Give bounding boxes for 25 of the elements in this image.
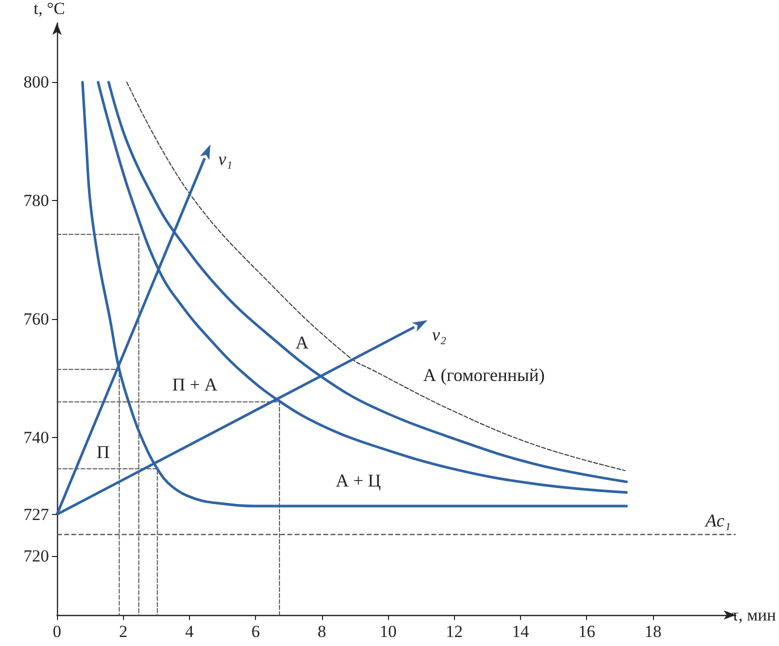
annotation: А [296,332,309,353]
x-tick-label: 2 [118,622,128,641]
annotation: v₁ [218,149,232,170]
annotation: П + А [172,374,218,395]
x-tick-label: 18 [644,622,662,641]
y-tick-label: 727 [24,504,50,524]
x-tick-label: 12 [446,622,463,641]
x-tick-label: 10 [380,622,397,641]
y-tick-label: 760 [24,310,49,328]
x-tick-label: 14 [512,622,530,641]
x-tick-label: 4 [185,622,194,641]
y-tick-label: 800 [24,72,49,92]
annotation: А (гомогенный) [423,365,545,386]
annotation: v₂ [432,324,446,344]
y-tick-label: 740 [24,428,49,447]
x-tick-label: 16 [578,622,596,641]
annotation: П [96,442,110,462]
y-axis-title: t, °C [34,0,65,18]
x-tick-label: 0 [52,622,62,641]
y-tick-label: 780 [24,191,49,210]
y-tick-label: 720 [24,546,49,566]
x-tick-label: 8 [318,622,326,641]
annotation: А + Ц [336,470,381,491]
x-tick-label: 6 [251,622,260,641]
ref-line-label: Ac₁ [704,510,731,530]
